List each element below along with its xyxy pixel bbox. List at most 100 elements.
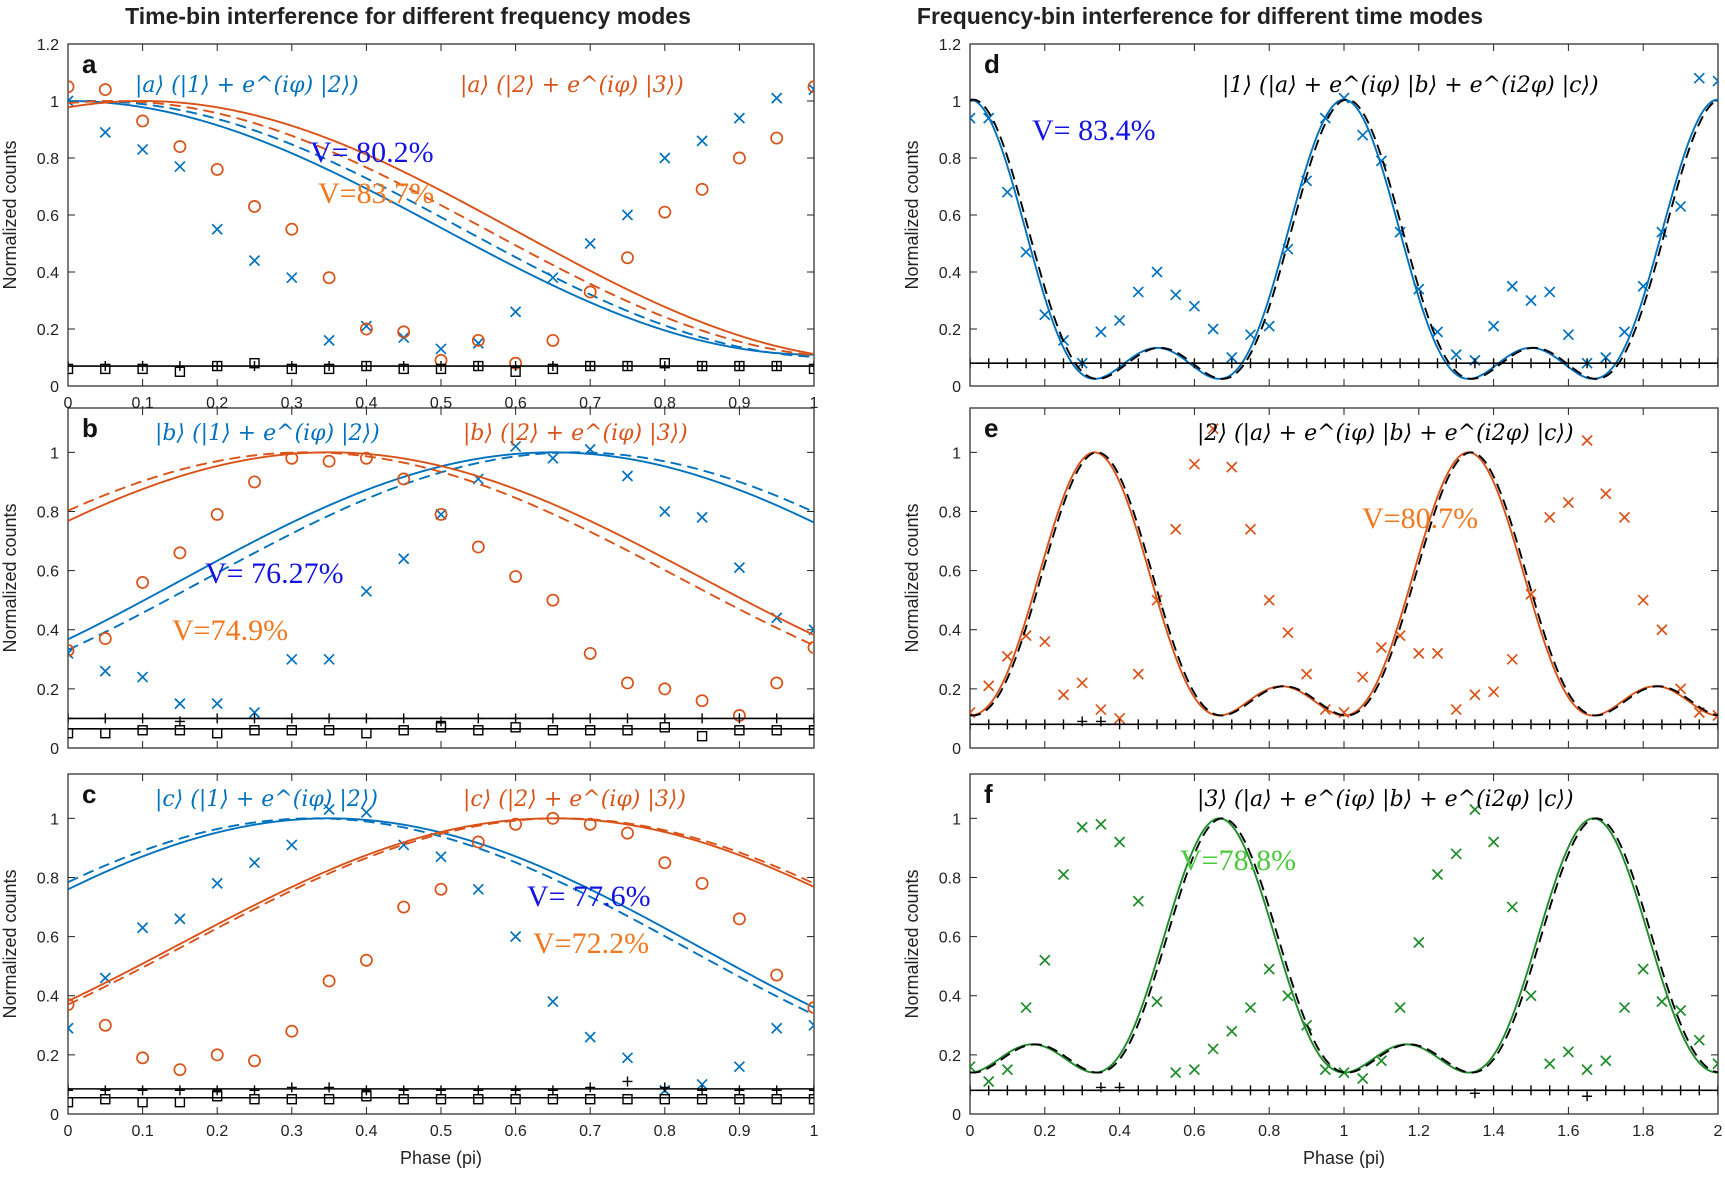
data-point-circle <box>359 322 373 336</box>
blue-fit-line <box>68 817 814 1009</box>
state-legend: |b⟩ (|2⟩ + e^(iφ) |3⟩) <box>463 421 688 446</box>
data-point-x <box>1431 868 1444 881</box>
data-point-x <box>1562 329 1575 341</box>
data-point-plus <box>473 1085 484 1096</box>
data-point-x <box>286 272 298 284</box>
data-point-x <box>1057 689 1070 701</box>
state-legend: |a⟩ (|2⟩ + e^(iφ) |3⟩) <box>460 73 684 98</box>
data-point-x <box>1487 686 1500 698</box>
data-point-circle <box>173 140 187 154</box>
data-point-x <box>1132 286 1144 298</box>
x-axis-label: Phase (pi) <box>1303 1148 1385 1168</box>
y-tick-label: 0.4 <box>37 989 59 1006</box>
data-point-circle <box>285 451 299 465</box>
series-group <box>68 440 814 742</box>
data-point-x <box>1600 351 1612 364</box>
red-fit-dashed-line <box>68 451 814 647</box>
y-tick-label: 0 <box>952 1107 961 1124</box>
data-point-circle <box>285 1024 299 1038</box>
y-tick-label: 0.6 <box>37 930 59 947</box>
data-point-x <box>1132 895 1144 907</box>
data-point-square <box>286 725 297 736</box>
data-point-x <box>1076 821 1088 833</box>
data-point-plus <box>398 1085 409 1096</box>
data-point-x <box>174 913 186 925</box>
y-tick-label: 0.2 <box>939 322 961 339</box>
data-point-x <box>1656 624 1668 636</box>
data-point-x <box>1357 671 1369 683</box>
y-tick-label: 0.4 <box>939 265 961 282</box>
data-point-x <box>1674 200 1687 213</box>
data-point-x <box>248 706 261 719</box>
data-point-x <box>1132 668 1144 680</box>
data-point-x <box>1525 294 1537 307</box>
y-tick-label: 0.8 <box>939 870 961 887</box>
y-tick-label: 0.2 <box>37 322 59 339</box>
data-point-x <box>1244 329 1257 341</box>
data-point-plus <box>361 1085 372 1096</box>
data-point-x <box>1450 349 1462 361</box>
data-point-circle <box>770 676 784 690</box>
data-point-x <box>1226 1025 1238 1037</box>
y-tick-label: 1 <box>952 94 961 111</box>
y-tick-label: 0.4 <box>939 623 961 640</box>
data-point-x <box>1001 650 1014 662</box>
data-point-x <box>621 209 634 221</box>
data-point-square <box>734 725 745 736</box>
data-point-x <box>1095 326 1107 338</box>
panel-f: 0 0.2 0.4 0.6 0.8 1 1.2 1.4 1.6 1.8 2 0 0.2 0.4 0.6 0.8… <box>902 773 1723 1168</box>
data-point-x <box>1151 996 1163 1008</box>
data-point-x <box>808 1019 814 1031</box>
data-point-square <box>100 728 111 739</box>
data-point-x <box>1394 1001 1406 1014</box>
data-point-x <box>1544 511 1556 523</box>
data-point-circle <box>695 182 709 196</box>
data-point-square <box>659 722 670 733</box>
data-point-x <box>211 698 223 710</box>
data-point-circle <box>807 80 814 94</box>
data-point-circle <box>136 114 150 128</box>
data-point-x <box>1057 868 1070 881</box>
data-point-circle <box>98 632 112 646</box>
x-tick-label: 0.8 <box>1258 1123 1280 1140</box>
data-point-x <box>360 806 373 819</box>
data-point-x <box>547 996 559 1008</box>
panel-label: a <box>82 49 97 79</box>
y-axis-label: Normalized counts <box>902 140 922 289</box>
state-legend: |1⟩ (|a⟩ + e^(iφ) |b⟩ + e^(i2φ) |c⟩) <box>1222 73 1599 98</box>
x-tick-label: 1.8 <box>1632 1123 1654 1140</box>
series-group <box>970 72 1718 380</box>
data-point-square <box>473 725 484 736</box>
data-point-x <box>1618 1001 1631 1014</box>
data-point-x <box>435 851 447 863</box>
data-point-x <box>1039 635 1051 648</box>
y-tick-label: 0.6 <box>939 208 961 225</box>
panel-c: 0 0.1 0.2 0.3 0.4 0.5 0.6 0.7 0.8 0.9 1 0 0.2 0.4 0.6 0… <box>0 773 819 1168</box>
state-legend: |3⟩ (|a⟩ + e^(iφ) |b⟩ + e^(i2φ) |c⟩) <box>1197 787 1574 812</box>
data-point-x <box>509 306 522 318</box>
data-point-square <box>137 725 148 736</box>
data-point-x <box>211 223 223 235</box>
red-fit-line <box>68 100 814 355</box>
visibility-annotation: V=80.7% <box>1362 502 1478 535</box>
y-tick-label: 0 <box>952 741 961 758</box>
green-fit-line <box>970 817 1718 1074</box>
data-point-plus <box>137 1085 148 1096</box>
data-point-circle <box>248 475 261 489</box>
data-point-square <box>585 1094 596 1105</box>
data-point-x <box>1151 266 1163 278</box>
panel-e: 0 0.2 0.4 0.6 0.8 1 Normalized counts e |2⟩ (|a⟩… <box>902 407 1719 758</box>
data-point-x <box>547 452 559 464</box>
x-tick-label: 0.5 <box>430 1123 452 1140</box>
y-tick-label: 1 <box>952 811 961 828</box>
data-point-circle <box>621 826 634 840</box>
y-tick-label: 0.2 <box>939 682 961 699</box>
data-point-circle <box>322 454 336 468</box>
state-legend: |a⟩ (|1⟩ + e^(iφ) |2⟩) <box>135 73 359 98</box>
data-point-circle <box>807 1001 814 1015</box>
y-axis-label: Normalized counts <box>0 869 20 1018</box>
data-point-x <box>1431 647 1444 659</box>
data-point-circle <box>359 451 373 465</box>
data-point-x <box>1357 129 1369 141</box>
data-point-x <box>1637 963 1649 975</box>
